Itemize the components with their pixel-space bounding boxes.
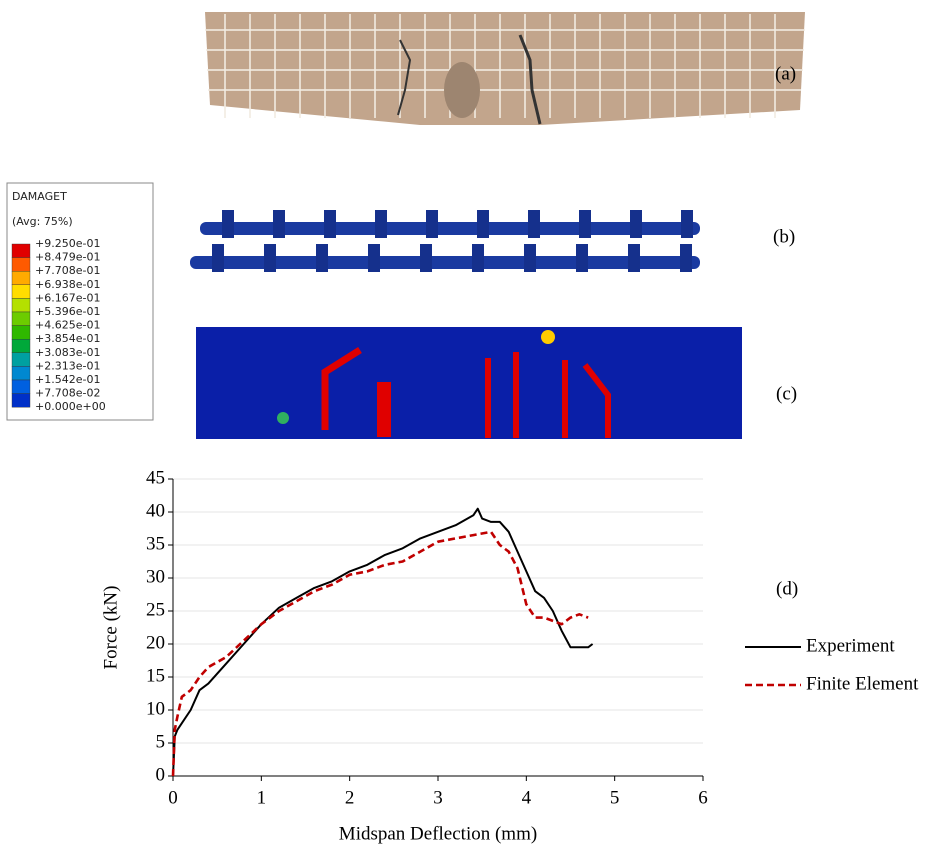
legend-band: [11, 339, 31, 354]
legend-level: +5.396e-01: [35, 305, 100, 318]
damage-legend: DAMAGET (Avg: 75%) +9.250e-01+8.479e-01+…: [6, 182, 154, 421]
stirrup: [681, 210, 693, 238]
stirrup: [576, 244, 588, 272]
legend-level: +6.167e-01: [35, 291, 100, 304]
legend-band: [11, 243, 31, 258]
legend-level: +3.854e-01: [35, 332, 100, 345]
series-line: [171, 530, 589, 777]
legend-level: +0.000e+00: [35, 400, 106, 413]
panel-label: (d): [776, 578, 798, 599]
panel-label: (b): [773, 226, 795, 247]
stirrup: [426, 210, 438, 238]
y-tick-label: 20: [146, 632, 165, 653]
stirrup: [375, 210, 387, 238]
x-tick-label: 6: [698, 787, 708, 808]
stirrup: [472, 244, 484, 272]
legend-level: +1.542e-01: [35, 373, 100, 386]
rebar-model: [190, 210, 700, 272]
y-tick-label: 25: [146, 599, 165, 620]
legend-band: [11, 257, 31, 272]
stirrup: [324, 210, 336, 238]
stirrup: [222, 210, 234, 238]
x-tick-label: 0: [168, 787, 178, 808]
legend-level: +7.708e-01: [35, 264, 100, 277]
legend-level: +4.625e-01: [35, 319, 100, 332]
legend-level: +6.938e-01: [35, 278, 100, 291]
legend-level: +2.313e-01: [35, 359, 100, 372]
concrete-model: [196, 327, 742, 439]
legend-band: [11, 311, 31, 326]
legend-title: DAMAGET: [12, 190, 67, 203]
beam-photo: [205, 12, 805, 125]
stirrup: [264, 244, 276, 272]
y-tick-label: 40: [146, 500, 165, 521]
stirrup: [528, 210, 540, 238]
y-tick-label: 5: [156, 731, 166, 752]
y-tick-label: 10: [146, 698, 165, 719]
legend-subtitle: (Avg: 75%): [12, 215, 73, 228]
y-tick-label: 35: [146, 533, 165, 554]
legend-band: [11, 325, 31, 340]
stirrup: [420, 244, 432, 272]
x-tick-label: 5: [610, 787, 620, 808]
legend-band: [11, 298, 31, 313]
legend-band: [11, 379, 31, 394]
stirrup: [680, 244, 692, 272]
x-tick-label: 4: [522, 787, 532, 808]
legend-label: Experiment: [806, 635, 895, 656]
stirrup: [477, 210, 489, 238]
series-line: [172, 507, 594, 777]
legend-label: Finite Element: [806, 673, 919, 694]
stirrup: [628, 244, 640, 272]
y-axis-label: Force (kN): [100, 586, 121, 670]
legend-level: +9.250e-01: [35, 237, 100, 250]
y-tick-label: 0: [156, 764, 166, 785]
stirrup: [212, 244, 224, 272]
x-axis-label: Midspan Deflection (mm): [339, 823, 537, 844]
stirrup: [630, 210, 642, 238]
x-tick-label: 3: [433, 787, 443, 808]
legend-band: [11, 271, 31, 286]
stirrup: [368, 244, 380, 272]
panel-label: (a): [775, 63, 796, 84]
panel-label: (c): [776, 383, 797, 404]
y-tick-label: 15: [146, 665, 165, 686]
y-tick-label: 45: [146, 467, 165, 488]
legend-band: [11, 366, 31, 381]
legend-level: +3.083e-01: [35, 346, 100, 359]
legend-band: [11, 284, 31, 299]
legend-level: +8.479e-01: [35, 251, 100, 264]
stirrup: [316, 244, 328, 272]
stirrup: [579, 210, 591, 238]
stirrup: [273, 210, 285, 238]
legend-band: [11, 352, 31, 367]
legend-band: [11, 393, 31, 408]
x-tick-label: 2: [345, 787, 355, 808]
stirrup: [524, 244, 536, 272]
x-tick-label: 1: [257, 787, 267, 808]
y-tick-label: 30: [146, 566, 165, 587]
legend-level: +7.708e-02: [35, 387, 100, 400]
